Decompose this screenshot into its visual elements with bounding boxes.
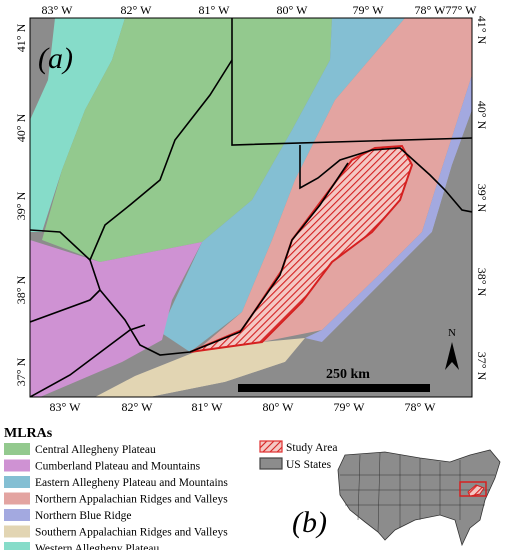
panel-label: (a): [38, 42, 73, 75]
graticule-labels: 83° W 82° W 81° W 80° W 79° W 78° W 77° W83° W…: [14, 3, 489, 414]
legend-label: Southern Appalachian Ridges and Valleys: [35, 527, 228, 539]
longitude-label: 83° W: [42, 3, 74, 17]
eastern-allegheny-region: [160, 18, 405, 352]
latitude-label: 39° N: [14, 191, 28, 220]
central-allegheny-region: [42, 18, 332, 262]
state-boundary: [30, 289, 101, 323]
legend-label: Western Allegheny Plateau: [35, 543, 160, 550]
latitude-label: 37° N: [475, 352, 489, 381]
western-allegheny-region: [30, 18, 125, 232]
latitude-label: 40° N: [14, 113, 28, 142]
legend-label: Central Allegheny Plateau: [35, 444, 156, 456]
latitude-label: 40° N: [475, 101, 489, 130]
map-panel: [30, 18, 472, 397]
latitude-label: 41° N: [14, 23, 28, 52]
longitude-label: 81° W: [199, 3, 231, 17]
longitude-label: 79° W: [353, 3, 385, 17]
state-boundary: [30, 59, 233, 262]
latitude-label: 38° N: [475, 268, 489, 297]
legend-title: MLRAs: [4, 426, 53, 441]
north-arrow-label: N: [448, 327, 456, 339]
legend-swatch: [4, 525, 30, 538]
legend: MLRAs Central Allegheny Plateau Cumberland…: [4, 426, 337, 550]
legend-swatch: [4, 509, 30, 521]
state-boundary: [299, 145, 472, 213]
legend-label: Study Area: [286, 442, 337, 454]
outside-region: [150, 110, 472, 397]
longitude-label: 78° W: [405, 400, 437, 414]
legend-label: US States: [286, 459, 332, 471]
latitude-label: 39° N: [475, 184, 489, 213]
legend-swatch: [259, 440, 283, 453]
latitude-label: 41° N: [475, 16, 489, 45]
legend-label: Cumberland Plateau and Mountains: [35, 461, 201, 473]
longitude-label: 80° W: [277, 3, 309, 17]
longitude-label: 82° W: [122, 400, 154, 414]
latitude-label: 38° N: [14, 275, 28, 304]
state-boundary: [89, 162, 349, 356]
legend-swatch: [4, 459, 30, 472]
legend-swatch: [4, 492, 30, 505]
longitude-label: 80° W: [263, 400, 295, 414]
legend-label: Northern Blue Ridge: [35, 510, 131, 522]
legend-swatch: [4, 443, 30, 455]
legend-swatch: [259, 457, 283, 470]
northern-blue-ridge-region: [305, 75, 472, 342]
state-boundary: [30, 324, 146, 397]
scale-bar: [238, 384, 430, 392]
longitude-label: 79° W: [334, 400, 366, 414]
latitude-label: 37° N: [14, 357, 28, 386]
longitude-label: 81° W: [192, 400, 224, 414]
legend-swatch: [4, 542, 30, 550]
longitude-label: 83° W: [50, 400, 82, 414]
legend-swatch: [4, 476, 30, 488]
longitude-label: 77° W: [446, 3, 478, 17]
legend-label: Northern Appalachian Ridges and Valleys: [35, 494, 228, 506]
inset-map: [337, 449, 501, 547]
cumberland-region: [30, 240, 202, 397]
scale-bar-label: 250 km: [326, 367, 370, 382]
north-arrow: [445, 342, 459, 370]
map-frame: [29, 17, 473, 398]
legend-label: Eastern Allegheny Plateau and Mountains: [35, 477, 228, 489]
longitude-label: 82° W: [121, 3, 153, 17]
southern-appalachian-region: [95, 338, 305, 397]
longitude-label: 78° W: [415, 3, 447, 17]
panel-label: (b): [292, 506, 327, 539]
